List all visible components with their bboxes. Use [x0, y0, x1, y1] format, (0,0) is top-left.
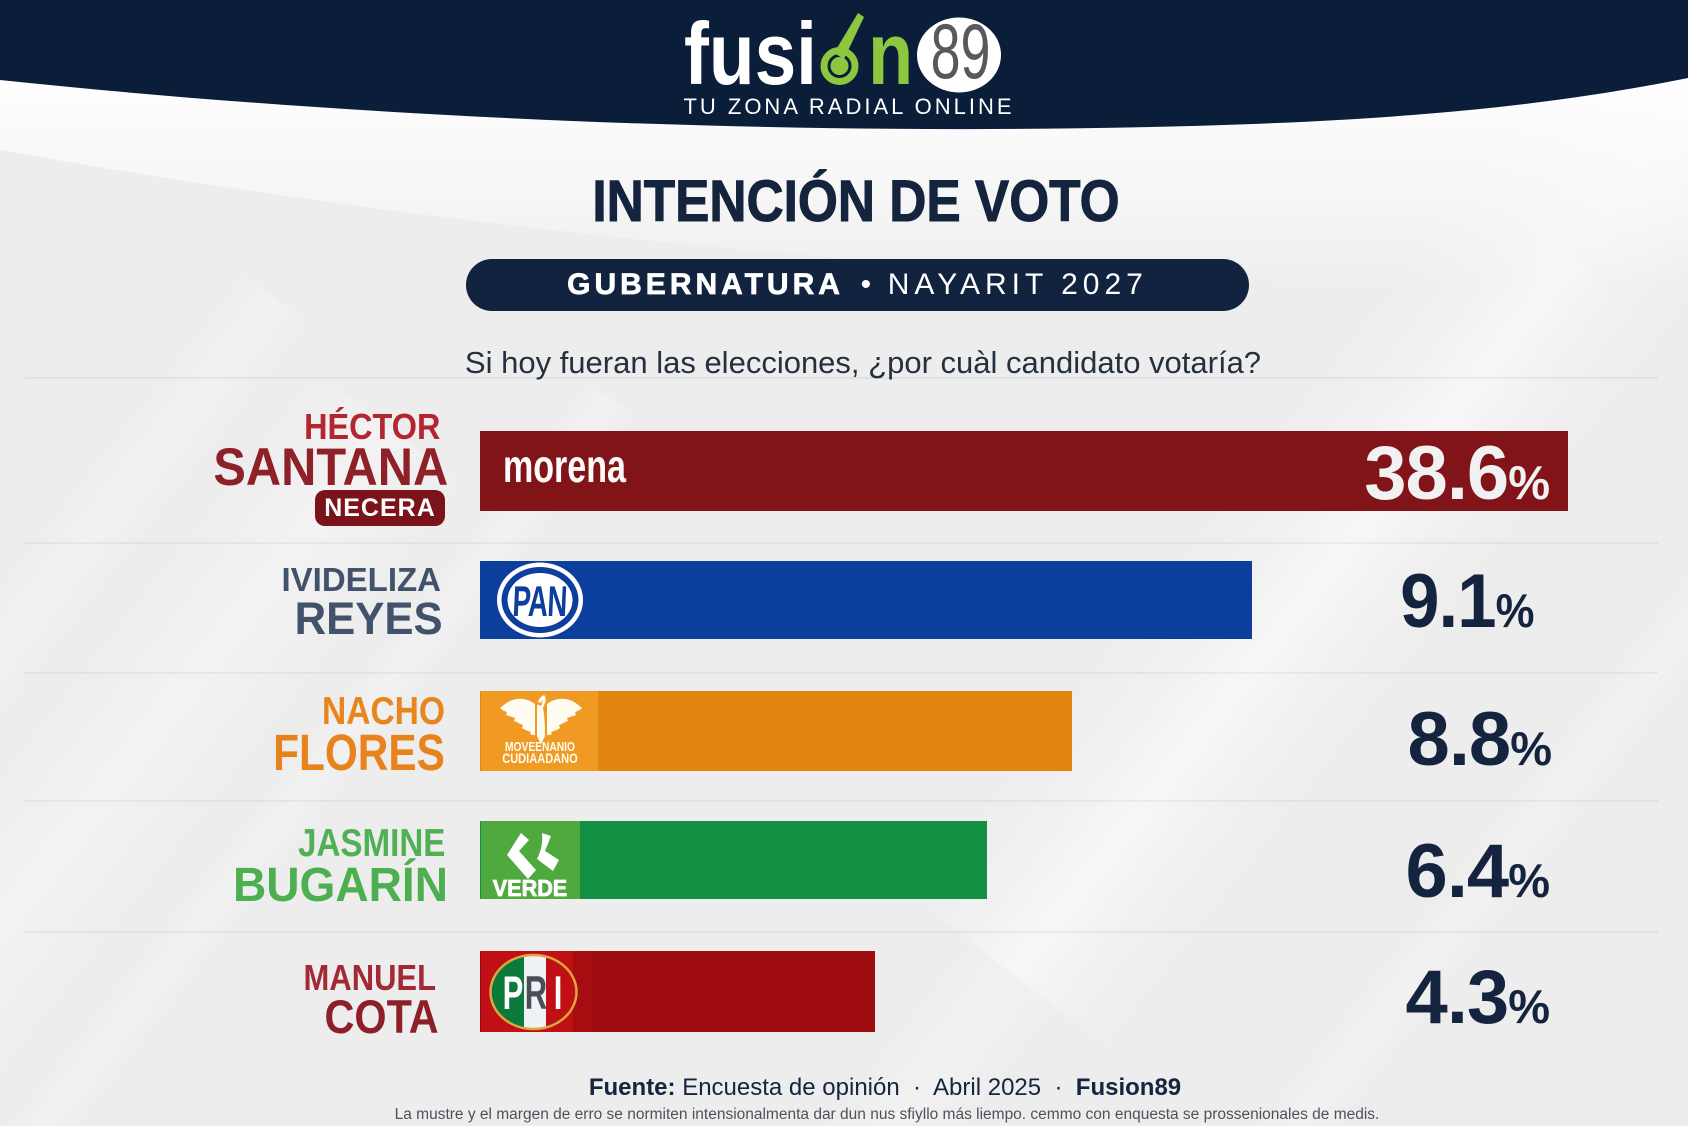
svg-text:PAN: PAN — [512, 577, 568, 626]
svg-text:CUDIAADANO: CUDIAADANO — [502, 751, 578, 766]
svg-text:fusi: fusi — [684, 5, 817, 103]
svg-text:89: 89 — [931, 8, 991, 95]
svg-text:R: R — [525, 968, 547, 1020]
svg-text:VERDE: VERDE — [493, 875, 568, 899]
svg-text:I: I — [554, 968, 563, 1020]
svg-text:P: P — [503, 968, 524, 1020]
svg-text:n: n — [868, 5, 913, 103]
svg-text:TU ZONA RADIAL ONLINE: TU ZONA RADIAL ONLINE — [683, 94, 1014, 119]
svg-text:MOVEENANIO: MOVEENANIO — [505, 741, 575, 754]
